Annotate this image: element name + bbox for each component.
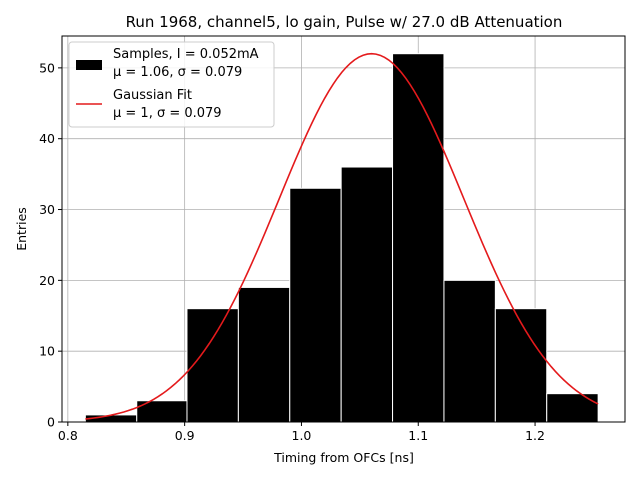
histogram-bar [494,308,548,423]
x-axis-label: Timing from OFCs [ns] [273,450,414,465]
histogram-bar [546,393,599,423]
gaussian-fit-curve [85,52,599,420]
chart-title: Run 1968, channel5, lo gain, Pulse w/ 27… [126,13,563,31]
y-tick-label: 50 [39,60,55,75]
y-tick-label: 10 [39,344,55,359]
legend: Samples, I = 0.052mA μ = 1.06, σ = 0.079… [68,41,275,128]
x-tick-label: 1.1 [408,428,428,443]
legend-box [68,41,275,128]
x-axis-ticks: 0.8 0.9 1.0 1.1 1.2 [58,422,545,443]
histogram-bar [340,166,394,423]
histogram-bar [392,53,445,423]
histogram-bar [443,279,496,423]
histogram-bar [186,308,239,423]
legend-entry-fit-stats: μ = 1, σ = 0.079 [113,106,222,121]
y-tick-label: 20 [39,273,55,288]
x-tick-label: 0.8 [58,428,78,443]
legend-entry-samples: Samples, I = 0.052mA [113,47,259,62]
plot-frame [61,35,626,423]
legend-entry-fit: Gaussian Fit [113,88,192,103]
x-tick-label: 1.2 [525,428,545,443]
y-axis-ticks: 0 10 20 30 40 50 [39,60,62,430]
y-tick-label: 40 [39,131,55,146]
legend-swatch-samples [76,60,102,70]
histogram-bar [289,187,342,423]
y-axis-label: Entries [14,207,29,251]
legend-entry-samples-stats: μ = 1.06, σ = 0.079 [113,65,242,80]
y-tick-label: 30 [39,202,55,217]
x-tick-label: 0.9 [175,428,195,443]
histogram-bar [237,286,291,423]
y-tick-label: 0 [47,415,55,430]
x-tick-label: 1.0 [292,428,312,443]
